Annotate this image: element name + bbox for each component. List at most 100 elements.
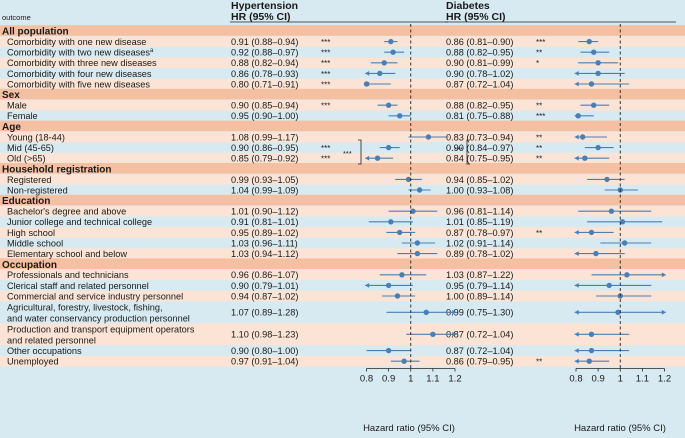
row-label: Commercial and service industry personne… — [7, 291, 183, 301]
dia-significance: ** — [536, 144, 542, 153]
dia-hr-text: 0.88 (0.82–0.95) — [446, 101, 513, 111]
row-band — [0, 152, 685, 164]
hyp-significance: *** — [321, 80, 330, 89]
hyp-tick-label: 1.1 — [426, 374, 439, 385]
age-comparison-bracket-hypertension: *** — [343, 139, 362, 165]
row-label: Female — [7, 111, 38, 121]
hyp-point — [385, 282, 392, 289]
dia-hr-text: 0.87 (0.78–0.97) — [446, 228, 513, 238]
hyp-ci-arrow-right — [452, 331, 457, 337]
hyp-point — [388, 38, 394, 45]
dia-ci-arrow-left — [574, 71, 579, 76]
dia-hr-text: 0.88 (0.82–0.95) — [446, 48, 513, 58]
hypertension-title: Hypertension — [231, 0, 298, 12]
hyp-significance: *** — [321, 59, 330, 68]
row-label: Middle school — [7, 238, 63, 248]
row-label: Professionals and technicians — [7, 270, 129, 280]
hyp-significance: *** — [321, 155, 330, 164]
diabetes-title: Diabetes — [446, 0, 490, 12]
dia-hr-text: 0.86 (0.79–0.95) — [446, 357, 513, 367]
row-label: Comorbidity with four new diseases — [7, 69, 152, 79]
dia-hr-text: 0.84 (0.75–0.95) — [446, 154, 513, 164]
dia-point — [619, 219, 626, 225]
dia-point — [586, 358, 592, 364]
hyp-significance: *** — [321, 49, 330, 58]
dia-significance: ** — [536, 358, 542, 367]
dia-ci-arrow-left — [574, 283, 579, 288]
row-label: Elementary school and below — [7, 249, 127, 259]
hyp-hr-text: 0.97 (0.91–1.04) — [231, 357, 298, 367]
dia-hr-text: 0.87 (0.72–1.04) — [446, 330, 513, 340]
section-title: Education — [2, 196, 50, 207]
dia-hr-text: 0.96 (0.81–1.14) — [446, 207, 513, 217]
dia-hr-text: 0.81 (0.75–0.88) — [446, 111, 513, 121]
hyp-significance: *** — [321, 38, 330, 47]
dia-hr-text: 0.99 (0.75–1.30) — [446, 308, 513, 318]
hyp-hr-text: 1.04 (0.99–1.09) — [231, 185, 298, 195]
hyp-point — [377, 70, 383, 77]
hyp-point — [405, 176, 412, 183]
dia-ci-arrow-left — [574, 155, 579, 161]
row-label-line2: and water conservancy production personn… — [7, 314, 190, 324]
row-band — [0, 269, 685, 281]
dia-point — [608, 208, 615, 214]
row-label: Comorbidity with three new diseases — [7, 58, 157, 68]
dia-hr-text: 1.00 (0.89–1.14) — [446, 291, 513, 301]
diabetes-subtitle: HR (95% CI) — [446, 11, 506, 23]
section-band — [0, 258, 685, 269]
hyp-ci-arrow-left — [365, 71, 370, 76]
section-title: Occupation — [2, 260, 57, 271]
hyp-point — [363, 81, 370, 87]
hyp-hr-text: 0.90 (0.80–1.00) — [231, 346, 298, 356]
hyp-hr-text: 1.07 (0.89–1.28) — [231, 308, 298, 318]
dia-ci-arrow-right — [661, 309, 666, 315]
row-label: Production and transport equipment opera… — [7, 325, 195, 335]
hyp-hr-text: 0.90 (0.86–0.95) — [231, 143, 298, 153]
dia-point — [593, 250, 599, 257]
row-band — [0, 248, 685, 259]
hyp-hr-text: 0.90 (0.79–1.01) — [231, 281, 298, 291]
dia-hr-text: 0.90 (0.78–1.02) — [446, 69, 513, 79]
hyp-hr-text: 0.91 (0.88–0.94) — [231, 37, 298, 47]
dia-hr-text: 1.00 (0.93–1.08) — [446, 185, 513, 195]
hyp-hr-text: 0.91 (0.81–1.01) — [231, 217, 298, 227]
dia-ci-arrow-left — [574, 331, 579, 337]
hyp-point — [399, 272, 405, 278]
dia-point — [606, 282, 612, 289]
row-label: Comorbidity with one new disease — [7, 37, 146, 47]
hyp-point — [374, 155, 381, 161]
section-title: Sex — [2, 90, 20, 101]
hyp-hr-text: 1.03 (0.96–1.11) — [231, 238, 298, 248]
row-band — [0, 174, 685, 185]
row-label: High school — [7, 228, 55, 238]
dia-significance: * — [536, 59, 539, 68]
dia-tick-label: 1.2 — [658, 374, 671, 385]
dia-point — [588, 229, 595, 236]
row-label: Comorbidity with two new diseasesa — [7, 48, 154, 58]
row-band — [0, 323, 685, 346]
dia-point — [621, 240, 628, 246]
hyp-hr-text: 0.99 (0.93–1.05) — [231, 175, 298, 185]
dia-point — [588, 347, 595, 354]
dia-ci-arrow-left — [574, 81, 579, 87]
dia-ci-arrow-right — [661, 272, 666, 278]
hyp-hr-text: 1.08 (0.99–1.17) — [231, 132, 298, 142]
row-label: Bachelor's degree and above — [7, 207, 126, 217]
hyp-hr-text: 1.01 (0.90–1.12) — [231, 207, 298, 217]
section-title: Household registration — [2, 164, 111, 175]
dia-tick-label: 1 — [618, 374, 623, 385]
row-label: Clerical staff and related personnel — [7, 281, 149, 291]
hyp-hr-text: 0.80 (0.71–0.91) — [231, 79, 298, 89]
x-axis-label-diabetes: Hazard ratio (95% CI) — [574, 423, 666, 434]
hyp-significance: *** — [321, 102, 330, 111]
dia-tick-label: 1.1 — [636, 374, 649, 385]
hyp-tick-label: 0.8 — [360, 374, 373, 385]
row-label: Agricultural, forestry, livestock, fishi… — [7, 303, 163, 313]
hyp-point — [381, 60, 387, 66]
dia-significance: ** — [536, 102, 542, 111]
x-axis-label-hypertension: Hazard ratio (95% CI) — [363, 423, 455, 434]
hyp-hr-text: 0.92 (0.88–0.97) — [231, 48, 298, 58]
row-label: Other occupations — [7, 346, 82, 356]
row-label: Junior college and technical college — [7, 217, 152, 227]
